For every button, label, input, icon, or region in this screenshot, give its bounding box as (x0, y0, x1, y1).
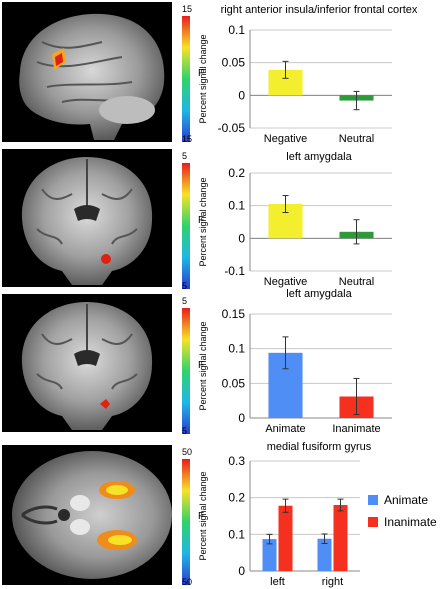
colorbar-max: 15 (182, 4, 193, 14)
y-tick-label: 0 (238, 231, 245, 245)
x-tick-label: Negative (264, 133, 307, 145)
colorbar-gradient (182, 16, 190, 142)
colorbar-label: F (198, 68, 205, 79)
x-tick-label: right (322, 576, 343, 588)
y-axis-label: Percent signal change (198, 321, 208, 410)
y-tick-label: 0.05 (222, 376, 246, 390)
legend-swatch (368, 517, 378, 527)
colorbar: 50 F 50 (178, 447, 220, 587)
y-tick-label: 0.1 (228, 199, 245, 213)
y-tick-label: 0.15 (222, 307, 246, 321)
legend-item: Inanimate (368, 511, 437, 533)
chart-title: left amygdala (286, 288, 352, 300)
chart-plot: 0.1 0.05 0 -0.05 Percent signal change Negati… (198, 23, 392, 145)
colorbar-max: 50 (182, 447, 193, 457)
bar (262, 539, 277, 571)
bar-chart-d: medial fusiform gyrus 0.3 0.2 0.1 0 Percent … (196, 437, 442, 589)
colorbar-max: 5 (182, 151, 188, 161)
colorbar-gradient (182, 308, 190, 434)
colorbar-min: 5 (182, 281, 188, 291)
colorbar: 5 F 5 (178, 296, 220, 436)
panel-a: A 15 F 15 right anterior insula/inferior (0, 0, 442, 145)
legend-label: Inanimate (384, 515, 437, 529)
y-tick-label: 0 (238, 564, 245, 578)
y-axis-label: Percent signal change (198, 34, 208, 123)
legend-swatch (368, 495, 378, 505)
bar (317, 538, 332, 571)
x-tick-label: Animate (265, 423, 305, 435)
colorbar-label: F (198, 215, 205, 226)
chart-plot: 0.15 0.1 0.05 0 Percent signal change Animate… (198, 307, 392, 435)
legend-item: Animate (368, 489, 437, 511)
chart-title: medial fusiform gyrus (266, 441, 372, 453)
y-tick-label: 0.1 (228, 342, 245, 356)
panel-d: D 50 F 50 med (0, 437, 442, 589)
colorbar: 5 F 5 (178, 151, 220, 291)
y-tick-label: -0.05 (218, 121, 246, 135)
y-axis-label: Percent signal change (198, 471, 208, 560)
bar (333, 505, 348, 571)
colorbar-max: 5 (182, 296, 188, 306)
y-tick-label: -0.1 (224, 264, 245, 278)
brain-image-axial (2, 445, 172, 585)
x-tick-label: Inanimate (332, 423, 380, 435)
colorbar-min: 5 (182, 426, 188, 436)
legend-label: Animate (384, 493, 429, 507)
x-tick-label: Neutral (339, 133, 374, 145)
x-tick-label: Neutral (339, 276, 374, 288)
brain-image-sagittal (2, 2, 172, 142)
x-tick-label: left (270, 576, 285, 588)
chart-plot: 0.2 0.1 0 -0.1 Percent signal change Negative… (198, 166, 392, 288)
colorbar-gradient (182, 459, 190, 585)
y-tick-label: 0.3 (228, 454, 245, 468)
y-tick-label: 0.1 (228, 23, 245, 37)
y-tick-label: 0 (238, 88, 245, 102)
colorbar-gradient (182, 163, 190, 289)
bar-chart-c: left amygdala 0.15 0.1 0.05 0 Percent signal… (196, 288, 442, 437)
chart-plot: 0.3 0.2 0.1 0 Percent signal change left right (198, 454, 360, 588)
chart-title: right anterior insula/inferior frontal c… (220, 4, 418, 16)
brain-image-coronal (2, 294, 172, 432)
colorbar-min: 15 (182, 134, 193, 144)
brain-image-coronal (2, 149, 172, 287)
bar-chart-a: right anterior insula/inferior frontal c… (196, 0, 442, 145)
colorbar: 15 F 15 (178, 4, 220, 144)
colorbar-min: 50 (182, 577, 193, 587)
y-tick-label: 0 (238, 411, 245, 425)
colorbar-label: F (198, 511, 205, 522)
y-tick-label: 0.2 (228, 166, 245, 180)
y-tick-label: 0.05 (222, 56, 246, 70)
bar-chart-b: left amygdala 0.2 0.1 0 -0.1 Percent signal … (196, 145, 442, 290)
y-axis-label: Percent signal change (198, 177, 208, 266)
chart-title: left amygdala (286, 151, 352, 163)
legend: Animate Inanimate (368, 489, 437, 533)
y-tick-label: 0.1 (228, 527, 245, 541)
bar (278, 505, 293, 571)
x-tick-label: Negative (264, 276, 307, 288)
y-tick-label: 0.2 (228, 491, 245, 505)
colorbar-label: F (198, 360, 205, 371)
